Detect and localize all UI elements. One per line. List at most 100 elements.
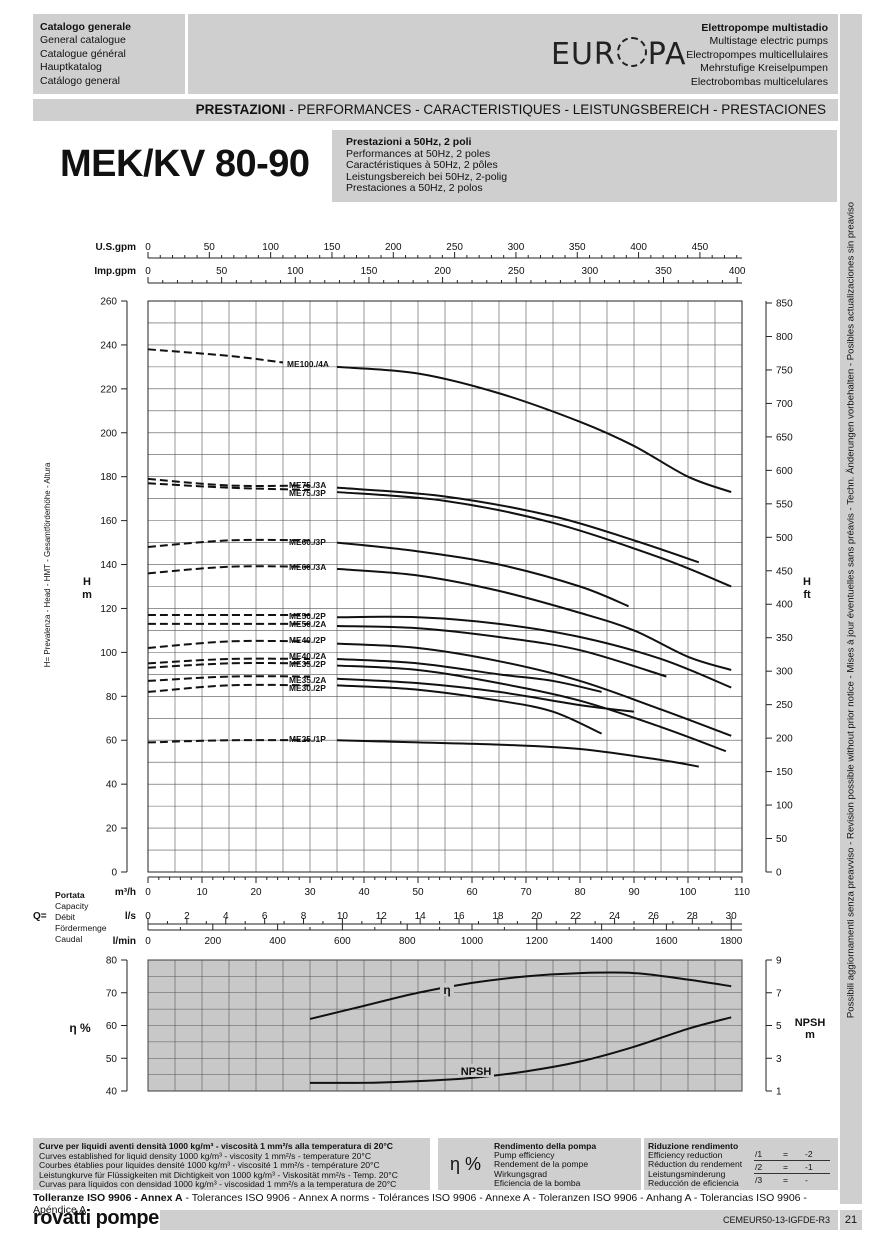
top-axis-tick-label: 200	[385, 242, 402, 253]
curve-line-es: Curvas para líquidos con densidad 1000 k…	[39, 1179, 397, 1190]
x-tick-label: 20	[250, 887, 262, 898]
red-cell: -1	[804, 1160, 830, 1174]
bottom-axis-tick-label: 12	[376, 911, 388, 922]
curve-dashed	[147, 639, 311, 649]
bottom-axis-tick-label: 2	[184, 911, 190, 922]
eff-line-it: Rendimento della pompa	[494, 1141, 597, 1151]
curve-label: ME40./2A	[289, 651, 326, 661]
y-tick-label-right: 450	[776, 566, 793, 577]
red-cell: =	[782, 1148, 804, 1161]
reduction-table: /1 = -2 /2 = -1 /3 = -	[754, 1148, 830, 1186]
x-tick-label: 10	[196, 887, 208, 898]
curve-label: ME60./3P	[289, 537, 326, 547]
efficiency-reduction-box: Riduzione rendimento Efficiency reductio…	[644, 1138, 838, 1190]
curve-label: ME30./2P	[289, 683, 326, 693]
npsh-y-tick-label: 7	[776, 988, 782, 999]
npsh-y-tick-label: 1	[776, 1087, 782, 1098]
top-axis-tick-label: 100	[262, 242, 279, 253]
y-tick-label-left: 260	[100, 297, 117, 308]
tolerance-bold: Tolleranze ISO 9906 - Annex A	[33, 1192, 183, 1204]
flow-symbol: Q=	[33, 911, 47, 922]
product-family-title: Elettropompe multistadio	[701, 22, 828, 34]
curve-label: ME40./2P	[289, 635, 326, 645]
bottom-axis-label: l/min	[113, 936, 136, 947]
bottom-axis-tick-label: 4	[223, 911, 229, 922]
bottom-axis-tick-label: 16	[453, 911, 465, 922]
curve-label: ME50./2P	[289, 611, 326, 621]
flow-label-line: Capacity	[55, 901, 89, 911]
top-axis-tick-label: 0	[145, 266, 151, 277]
y-unit-right-ft: ft	[803, 589, 811, 601]
page-title: MEK/KV 80-90	[60, 143, 310, 185]
y-tick-label-right: 550	[776, 499, 793, 510]
bottom-axis-label: l/s	[125, 911, 137, 922]
curve-dashed	[147, 739, 311, 744]
europa-logo: EUR PA	[551, 37, 687, 72]
x-tick-label: 50	[412, 887, 424, 898]
bottom-axis-tick-label: 1600	[655, 936, 678, 947]
bottom-axis-tick-label: 0	[145, 911, 151, 922]
bottom-axis-tick-label: 1800	[720, 936, 743, 947]
conditions-line-es: Prestaciones a 50Hz, 2 polos	[346, 182, 483, 195]
eff-line-en: Pump efficiency	[494, 1150, 555, 1161]
red-cell: -2	[804, 1148, 830, 1161]
curve-conditions-box: Curve per liquidi aventi densità 1000 kg…	[33, 1138, 430, 1190]
y-tick-label-left: 120	[100, 604, 117, 615]
header-panel	[188, 14, 838, 94]
top-axis-tick-label: 300	[582, 266, 599, 277]
x-tick-label: 110	[734, 887, 750, 898]
product-family-fr: Electropompes multicellulaires	[686, 48, 828, 61]
y-tick-label-right: 800	[776, 332, 793, 343]
curve-dashed	[147, 662, 311, 669]
eff-y-tick-label: 60	[106, 1021, 118, 1032]
x-unit-label: m³/h	[115, 887, 136, 898]
y-tick-label-left: 20	[106, 824, 118, 835]
y-tick-label-right: 100	[776, 801, 793, 812]
y-tick-label-left: 200	[100, 428, 117, 439]
curve-dashed	[147, 565, 311, 575]
y-tick-label-left: 0	[111, 868, 117, 879]
curve-dashed	[147, 477, 311, 487]
bottom-axis-tick-label: 1000	[461, 936, 484, 947]
curve-solid	[336, 642, 732, 737]
y-unit-right-h: H	[803, 576, 811, 588]
curve-line-fr: Courbes établies pour liquides densité 1…	[39, 1160, 380, 1171]
bottom-axis-tick-label: 20	[531, 911, 543, 922]
y-tick-label-left: 240	[100, 340, 117, 351]
bottom-axis-tick-label: 800	[399, 936, 416, 947]
top-axis-tick-label: 350	[655, 266, 672, 277]
y-tick-label-left: 180	[100, 472, 117, 483]
y-tick-label-left: 100	[100, 648, 117, 659]
y-tick-label-left: 160	[100, 516, 117, 527]
bottom-axis-tick-label: 22	[570, 911, 582, 922]
curve-label: ME60./3A	[289, 562, 326, 572]
bottom-axis-tick-label: 26	[648, 911, 660, 922]
curve-solid	[336, 657, 602, 693]
curve-label: ME25./1P	[289, 734, 326, 744]
red-line-de: Leistungsminderung	[648, 1168, 726, 1179]
curve-dashed	[147, 683, 311, 693]
x-tick-label: 0	[145, 887, 151, 898]
bottom-axis-tick-label: 28	[687, 911, 699, 922]
curve-solid	[336, 541, 629, 608]
curve-label: ME75./3P	[289, 488, 326, 498]
red-line-es: Reducción de eficiencia	[648, 1177, 739, 1188]
bottom-axis-tick-label: 1400	[590, 936, 613, 947]
curve-line-en: Curves established for liquid density 10…	[39, 1150, 372, 1161]
npsh-curve-label: NPSH	[461, 1066, 492, 1078]
red-cell: =	[782, 1160, 804, 1174]
eff-line-de: Wirkungsgrad	[494, 1168, 548, 1179]
bottom-axis-tick-label: 0	[145, 936, 151, 947]
red-cell: /2	[754, 1160, 782, 1174]
top-axis-tick-label: 200	[434, 266, 451, 277]
bottom-axis-tick-label: 18	[492, 911, 504, 922]
curve-solid	[336, 739, 699, 768]
y-tick-label-right: 0	[776, 868, 782, 879]
curve-dashed	[147, 675, 311, 682]
tolerance-rest: - Tolerances ISO 9906 - Annex A norms - …	[33, 1192, 807, 1216]
y-tick-label-right: 850	[776, 299, 793, 310]
curve-label: ME75./3A	[289, 480, 326, 490]
red-cell: -	[805, 1175, 808, 1185]
curve-solid	[336, 491, 732, 588]
